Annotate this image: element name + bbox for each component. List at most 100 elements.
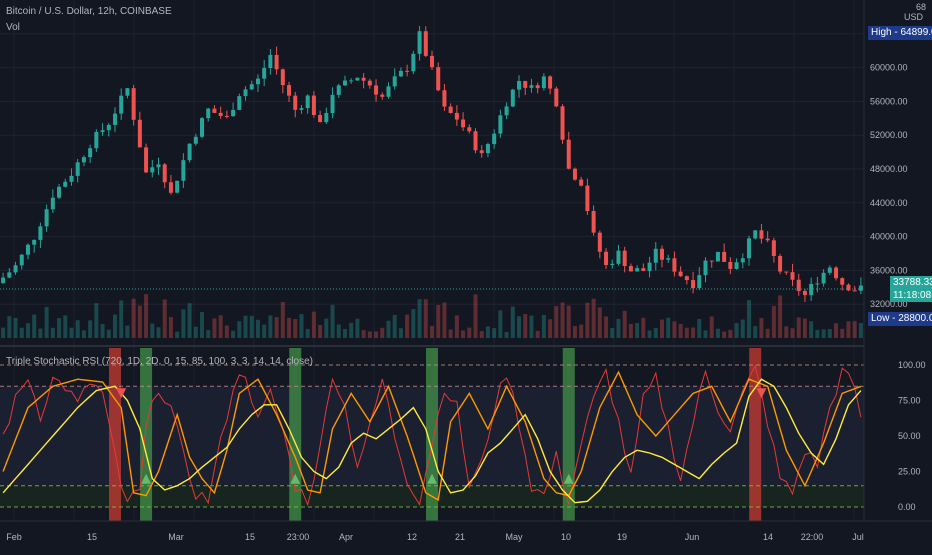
volume-bar — [324, 318, 329, 338]
volume-bar — [840, 328, 845, 338]
volume-bar — [243, 315, 248, 338]
candle-body — [523, 80, 528, 88]
low-value: 28800.00 — [898, 313, 932, 324]
candle-body — [610, 263, 615, 266]
symbol-title[interactable]: Bitcoin / U.S. Dollar, 12h, COINBASE — [6, 6, 172, 17]
volume-bar — [305, 328, 310, 338]
buy-arrow-icon — [290, 473, 301, 484]
volume-bar — [734, 323, 739, 338]
volume-bar — [430, 325, 434, 338]
candle-body — [678, 271, 683, 277]
high-price-tag: High - 64899.00 — [868, 26, 932, 40]
volume-bar — [63, 315, 68, 338]
volume-bar — [566, 305, 571, 338]
volume-bar — [231, 330, 236, 338]
price-tick-label: 32000.00 — [870, 299, 908, 309]
candle-body — [137, 119, 142, 148]
candle-body — [647, 262, 652, 271]
candle-body — [517, 80, 522, 90]
candle-body — [635, 268, 640, 272]
volume-bar — [747, 300, 752, 338]
candle-body — [355, 77, 360, 81]
candle-body — [684, 276, 689, 281]
volume-bar — [641, 317, 646, 338]
volume-bar — [604, 316, 609, 338]
volume-bar — [106, 329, 111, 338]
price-tick-label: 48000.00 — [870, 164, 908, 174]
candle-body — [112, 113, 117, 125]
candle-body — [125, 88, 130, 96]
buy-signal-band — [426, 348, 438, 521]
volume-bar — [311, 311, 316, 338]
candle-body — [672, 258, 677, 272]
candle-body — [535, 85, 540, 89]
volume-bar — [19, 327, 24, 338]
volume-bar — [653, 327, 658, 338]
volume-bar — [560, 302, 565, 338]
candle-body — [834, 267, 839, 279]
last-price-value: 33788.33 — [893, 277, 932, 288]
volume-bar — [467, 327, 472, 338]
low-price-tag: Low - 28800.00 — [868, 312, 932, 326]
volume-bar — [212, 318, 217, 338]
candle-body — [206, 108, 211, 119]
volume-bar — [237, 321, 242, 338]
candle-body — [38, 226, 43, 240]
candle-body — [324, 113, 329, 123]
volume-bar — [448, 329, 453, 338]
volume-bar — [150, 323, 155, 338]
candle-body — [796, 279, 801, 291]
volume-bar — [299, 314, 304, 338]
osc-tick-label: 75.00 — [898, 396, 921, 406]
buy-signal-band — [289, 348, 302, 521]
candle-body — [541, 76, 546, 89]
mid-line — [2, 370, 862, 502]
candle-body — [529, 85, 534, 88]
volume-bar — [181, 309, 186, 338]
indicator-label[interactable]: Triple Stochastic RSI (720, 1D, 2D, 0, 1… — [6, 356, 314, 367]
candle-body — [709, 260, 714, 262]
volume-bar — [361, 330, 366, 338]
candle-body — [641, 268, 646, 271]
price-tick-label: 60000.00 — [870, 63, 908, 73]
volume-bar — [765, 328, 770, 338]
volume-bar — [386, 320, 391, 338]
volume-bar — [678, 323, 683, 338]
candle-body — [548, 76, 553, 89]
volume-bar — [821, 329, 826, 338]
candle-body — [249, 84, 254, 90]
time-tick-label: 22:00 — [801, 532, 824, 542]
volume-bar — [318, 324, 323, 338]
candle-body — [255, 78, 260, 85]
candle-body — [349, 80, 354, 82]
candle-body — [212, 108, 217, 113]
volume-bar — [94, 303, 99, 338]
volume-bar — [585, 302, 590, 338]
candle-body — [81, 157, 86, 163]
volume-bar — [349, 322, 354, 338]
volume-bar — [355, 318, 360, 338]
volume-bar — [423, 299, 428, 338]
candle-body — [753, 230, 758, 239]
time-tick-label: Jun — [685, 532, 700, 542]
candle-body — [659, 248, 664, 260]
volume-bar — [200, 311, 205, 338]
currency-label[interactable]: USD — [904, 12, 924, 22]
volume-label[interactable]: Vol — [6, 22, 20, 33]
candle-body — [666, 258, 671, 260]
volume-bar — [144, 294, 149, 338]
time-tick-label: Mar — [168, 532, 184, 542]
volume-bar — [541, 314, 546, 338]
volume-bar — [802, 318, 807, 338]
candle-body — [448, 106, 453, 113]
volume-bar — [796, 317, 801, 338]
candle-body — [50, 197, 55, 210]
volume-bar — [753, 326, 758, 338]
volume-bar — [262, 324, 267, 338]
candle-body — [560, 106, 565, 140]
candle-body — [616, 250, 621, 264]
candle-body — [417, 31, 422, 54]
volume-bar — [591, 298, 596, 338]
